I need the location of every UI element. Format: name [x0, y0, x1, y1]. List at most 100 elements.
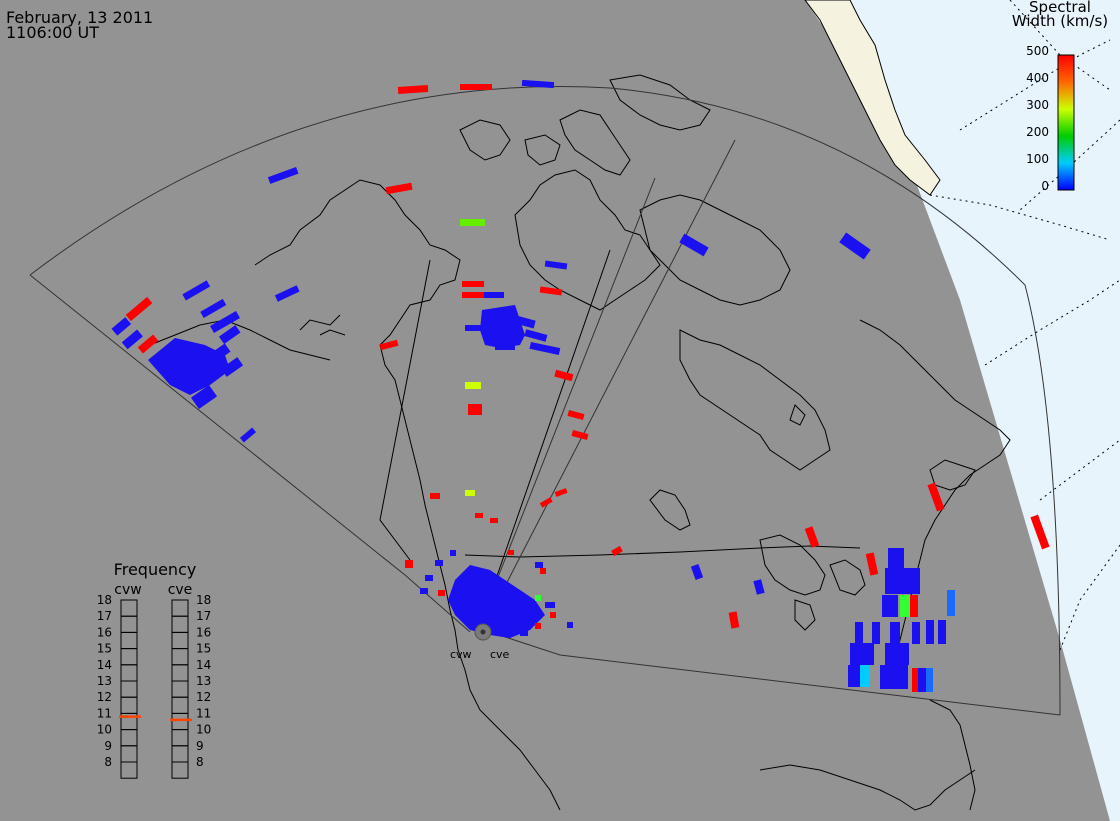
- frequency-tick-label: 8: [104, 755, 112, 769]
- scatter-cell: [611, 545, 623, 557]
- scatter-cell: [220, 357, 244, 377]
- scatter-cell: [567, 622, 573, 628]
- spectral-width-title: Spectral Width (km/s): [1000, 0, 1120, 29]
- spectral-width-colorbar: 500 400 300 200 100 0: [1026, 44, 1075, 193]
- scatter-cell: [890, 622, 900, 644]
- scatter-cell: [274, 285, 300, 302]
- frequency-tick-label: 12: [196, 690, 211, 704]
- frequency-tick-label: 9: [104, 739, 112, 753]
- daylight-region: [805, 0, 1120, 821]
- scatter-cell: [690, 564, 704, 580]
- scatter-cell: [753, 579, 765, 595]
- frequency-tick-label: 15: [97, 642, 112, 656]
- scatter-cell: [728, 611, 740, 629]
- time-label: 1106:00 UT: [6, 23, 100, 42]
- scatter-cell: [865, 552, 879, 576]
- frequency-tick-label: 12: [97, 690, 112, 704]
- frequency-tick-label: 13: [196, 674, 211, 688]
- frequency-tick-label: 17: [97, 609, 112, 623]
- scatter-cell: [839, 232, 871, 260]
- scatter-cell: [379, 339, 399, 351]
- radar-label-cvw: cvw: [450, 648, 472, 661]
- scatter-cell: [900, 595, 910, 617]
- scatter-cell: [465, 490, 475, 496]
- scatter-cell: [938, 620, 946, 644]
- scatter-cell: [204, 343, 231, 366]
- frequency-box: [120, 761, 138, 779]
- scatter-cell: [397, 84, 429, 95]
- scatter-cell: [885, 568, 913, 594]
- scatter-cell: [804, 526, 820, 548]
- scatter-cell: [182, 280, 211, 301]
- scatter-cell: [460, 219, 485, 226]
- scatter-cell: [926, 620, 934, 644]
- scatter-cell: [448, 565, 545, 638]
- scatter-cell: [540, 568, 546, 574]
- frequency-tick-label: 15: [196, 642, 211, 656]
- scatter-cell: [571, 430, 589, 440]
- scatter-cell: [239, 427, 257, 443]
- scatter-cell: [535, 595, 541, 601]
- scatter-cell: [550, 612, 556, 618]
- frequency-tick-label: 8: [196, 755, 204, 769]
- scatter-cell: [1030, 514, 1050, 550]
- scatter-cell: [468, 404, 482, 415]
- scatter-cell: [495, 343, 515, 350]
- scatter-cell: [880, 665, 908, 689]
- scatter-cell: [882, 595, 898, 617]
- scatter-cell: [567, 410, 585, 420]
- scatter-cell: [850, 643, 874, 665]
- scatter-cell: [529, 341, 561, 356]
- frequency-tick-label: 14: [97, 658, 112, 672]
- scatter-cell: [912, 668, 918, 692]
- scatter-cell: [855, 622, 863, 644]
- scatter-cell: [200, 298, 227, 318]
- greenland-coast: [804, 0, 941, 196]
- timestamp-header: February, 13 2011 1106:00 UT: [6, 10, 153, 42]
- radar-site-center: [480, 629, 486, 635]
- scatter-cell: [430, 493, 440, 499]
- colorbar-tick: 200: [1026, 125, 1049, 139]
- scatter-cell: [137, 334, 159, 354]
- colorbar-tick: 300: [1026, 98, 1049, 112]
- scatter-cell: [539, 286, 563, 296]
- frequency-tick-label: 13: [97, 674, 112, 688]
- scatter-cell: [480, 305, 525, 348]
- scatter-cell: [425, 575, 433, 581]
- scatter-cell: [438, 590, 445, 596]
- frequency-tick-label: 11: [196, 706, 211, 720]
- scatter-cell: [405, 560, 413, 568]
- scatter-cell: [462, 292, 484, 298]
- scatter-cell: [218, 325, 241, 345]
- frequency-tick-label: 14: [196, 658, 211, 672]
- scatter-cell: [435, 560, 443, 566]
- radar-label-cve: cve: [490, 648, 510, 661]
- scatter-cell: [121, 329, 143, 350]
- scatter-cell: [475, 513, 483, 518]
- frequency-radar-cvw: cvw: [114, 582, 141, 598]
- frequency-tick-label: 18: [97, 593, 112, 607]
- legend-title-line1: Spectral: [1029, 0, 1091, 16]
- scatter-cell: [462, 281, 484, 287]
- grid-lines: [929, 0, 1120, 651]
- scatter-cell: [385, 182, 413, 195]
- colorbar-tick: 100: [1026, 152, 1049, 166]
- scatter-cell: [947, 590, 955, 616]
- scatter-cell: [927, 482, 945, 512]
- scatter-cell: [535, 623, 541, 629]
- scatter-cell: [679, 233, 709, 257]
- frequency-tick-label: 9: [196, 739, 204, 753]
- scatter-cell: [872, 622, 880, 644]
- field-of-view-outline: [29, 86, 1061, 716]
- scatter-cell: [508, 550, 514, 555]
- scatter-cell: [926, 668, 933, 692]
- scatter-cell: [888, 548, 904, 570]
- radar-scatter-layer: [111, 79, 1050, 692]
- scatter-cell: [125, 296, 153, 322]
- scatter-cell: [420, 588, 428, 594]
- scatter-cell: [912, 622, 920, 644]
- frequency-scale: 18 17 16 15 14 13 12 11 10 9 8 18 17 16 15 14 13 12 11 10 9 8: [97, 593, 211, 779]
- scatter-cell: [190, 384, 218, 410]
